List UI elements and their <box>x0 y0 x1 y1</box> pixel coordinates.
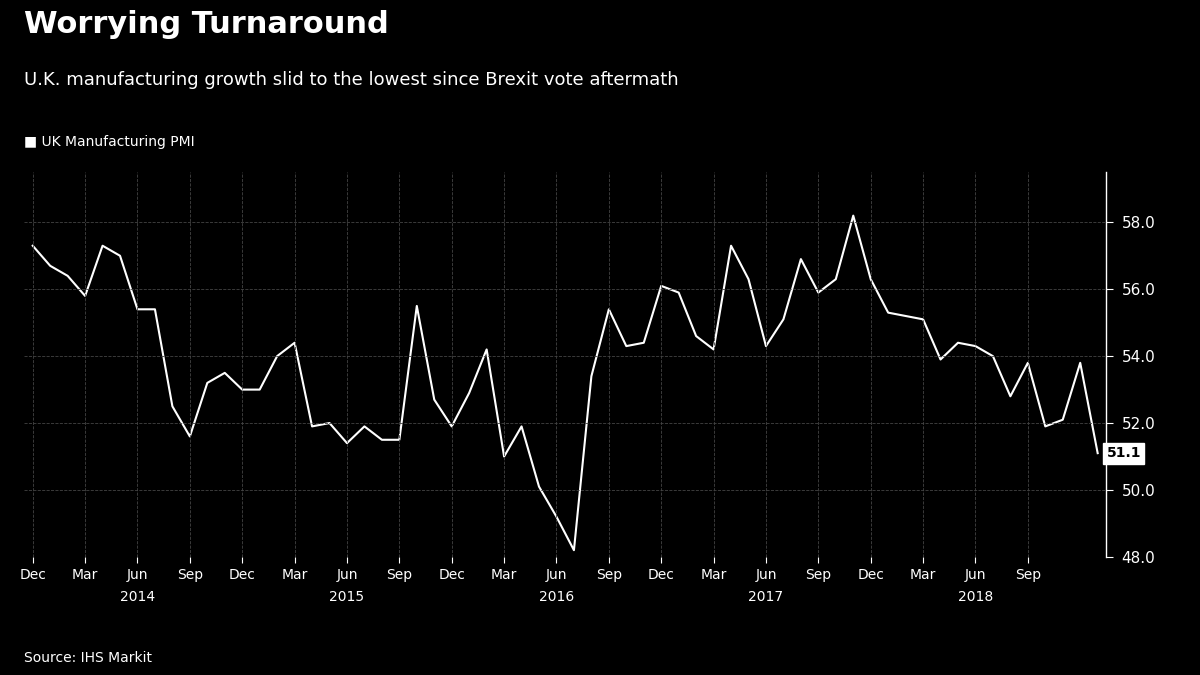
Text: 2017: 2017 <box>749 589 784 603</box>
Text: ■ UK Manufacturing PMI: ■ UK Manufacturing PMI <box>24 135 194 149</box>
Text: 2014: 2014 <box>120 589 155 603</box>
Text: Worrying Turnaround: Worrying Turnaround <box>24 10 389 39</box>
Text: U.K. manufacturing growth slid to the lowest since Brexit vote aftermath: U.K. manufacturing growth slid to the lo… <box>24 71 679 89</box>
Text: Source: IHS Markit: Source: IHS Markit <box>24 651 152 665</box>
Text: 2015: 2015 <box>330 589 365 603</box>
Text: 51.1: 51.1 <box>1106 446 1141 460</box>
Text: 2016: 2016 <box>539 589 574 603</box>
Text: 2018: 2018 <box>958 589 994 603</box>
